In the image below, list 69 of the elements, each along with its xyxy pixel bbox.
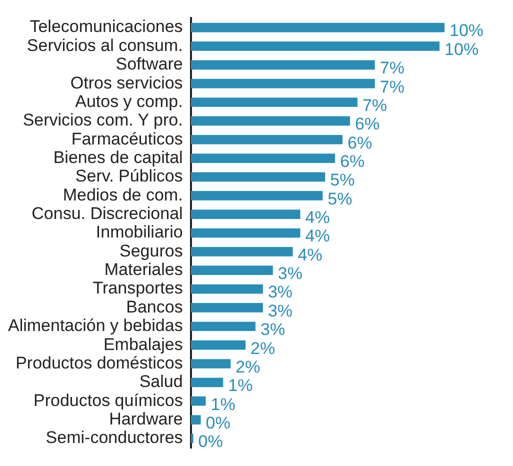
- bar: [190, 396, 206, 406]
- data-label: 7%: [380, 77, 404, 96]
- y-tick-label: Inmobiliario: [96, 222, 183, 242]
- data-label: 6%: [354, 114, 380, 134]
- bar: [190, 228, 300, 238]
- bar: [190, 98, 358, 107]
- y-tick-label: Bancos: [126, 297, 183, 316]
- bar: [190, 322, 256, 332]
- y-tick-label: Telecomunicaciones: [30, 17, 183, 36]
- bar: [190, 303, 263, 312]
- data-label: 3%: [268, 301, 293, 320]
- bar: [190, 359, 231, 368]
- y-tick-label: Consu. Discrecional: [32, 204, 183, 224]
- data-label: 1%: [210, 394, 236, 414]
- y-tick-label: Servicios al consum.: [26, 36, 183, 55]
- bar: [190, 415, 201, 424]
- y-tick-label: Materiales: [104, 260, 183, 280]
- bar: [190, 42, 440, 51]
- y-tick-label: Transportes: [92, 278, 183, 298]
- data-label: 3%: [278, 264, 302, 284]
- bar: [190, 247, 293, 256]
- bar: [190, 340, 246, 350]
- bar: [190, 434, 194, 444]
- data-label: 3%: [260, 320, 286, 340]
- bar: [190, 134, 343, 144]
- y-tick-label: Servicios com. Y pro.: [22, 110, 183, 130]
- bar: [190, 210, 300, 219]
- bar: [190, 60, 375, 70]
- data-label: 4%: [305, 226, 330, 246]
- bar: [190, 190, 323, 200]
- data-label: 6%: [348, 133, 372, 152]
- data-label: 1%: [228, 376, 253, 396]
- bar: [190, 22, 445, 32]
- bar: [190, 284, 263, 294]
- bar: [190, 266, 273, 276]
- y-tick-label: Medios de com.: [62, 185, 183, 204]
- y-tick-label: Hardware: [109, 409, 183, 428]
- bar: [190, 78, 375, 88]
- y-tick-label: Otros servicios: [70, 73, 183, 92]
- data-label: 4%: [298, 245, 322, 264]
- data-label: 10%: [444, 40, 479, 59]
- y-tick-label: Bienes de capital: [53, 148, 183, 167]
- data-label: 7%: [380, 58, 404, 78]
- y-tick-label: Productos domésticos: [16, 353, 183, 372]
- data-label: 10%: [450, 21, 484, 40]
- data-label: 5%: [328, 189, 352, 208]
- data-label: 4%: [305, 208, 330, 228]
- bar: [190, 378, 224, 388]
- data-label: 2%: [236, 357, 260, 376]
- y-tick-label: Autos y comp.: [75, 92, 183, 111]
- bar: [190, 116, 350, 126]
- data-label: 7%: [362, 96, 388, 115]
- data-label: 0%: [206, 413, 230, 432]
- y-tick-label: Farmacéuticos: [71, 129, 183, 148]
- data-label: 6%: [340, 152, 365, 171]
- bar: [190, 154, 336, 163]
- y-tick-label: Semi-conductores: [46, 428, 183, 448]
- y-tick-label: Alimentación y bebidas: [8, 316, 183, 336]
- y-tick-label: Productos químicos: [34, 390, 183, 410]
- data-label: 5%: [330, 170, 355, 190]
- y-tick-label: Embalajes: [103, 334, 183, 354]
- data-label: 2%: [250, 338, 276, 358]
- y-tick-label: Serv. Públicos: [75, 166, 183, 186]
- y-tick-label: Salud: [139, 372, 183, 392]
- bar: [190, 172, 326, 182]
- y-tick-label: Seguros: [119, 241, 183, 260]
- data-label: 3%: [268, 282, 293, 302]
- y-tick-label: Software: [116, 54, 183, 74]
- data-label: 0%: [198, 432, 223, 452]
